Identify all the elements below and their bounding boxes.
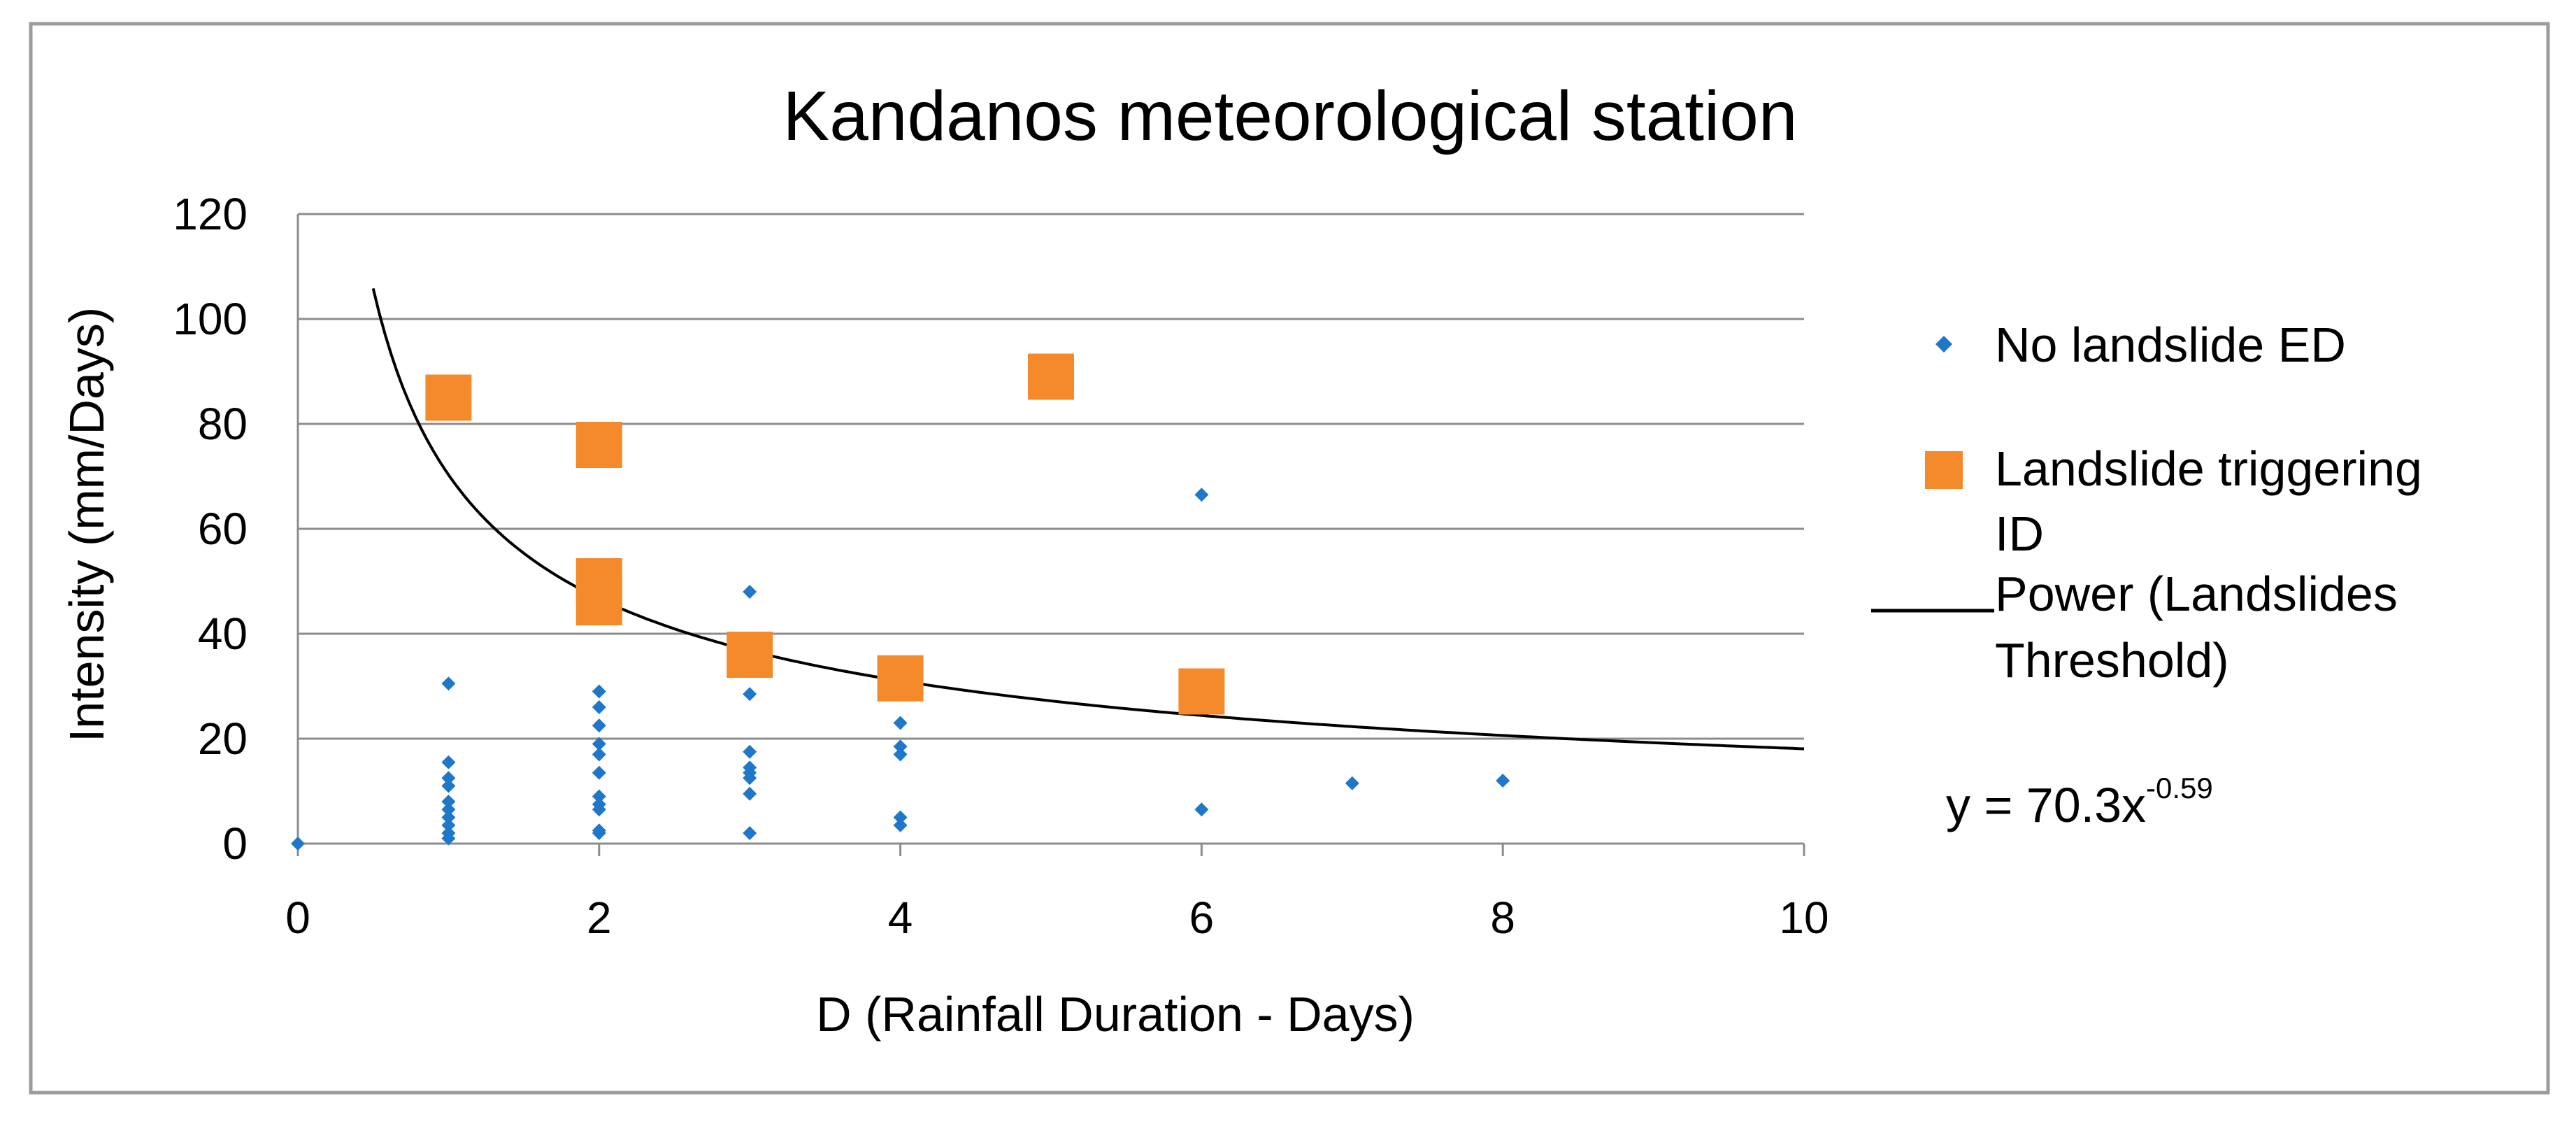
- x-tick-label-4: 4: [888, 893, 913, 943]
- legend: No landslide ED Landslide triggering ID …: [1871, 318, 2422, 688]
- no-landslide-point-23: [743, 687, 757, 702]
- no-landslide-point-5: [441, 795, 456, 809]
- axes: [296, 214, 1805, 856]
- chart-border: [29, 22, 2550, 1095]
- y-tick-label-60: 60: [198, 504, 248, 554]
- no-landslide-point-37: [1345, 776, 1359, 790]
- landslide-point-1: [575, 422, 622, 468]
- no-landslide-point-17: [592, 789, 606, 804]
- legend-marker-square: [1925, 451, 1963, 489]
- no-landslide-point-12: [592, 700, 606, 714]
- x-tick-label-6: 6: [1189, 893, 1215, 943]
- no-landslide-series: [291, 488, 1510, 851]
- no-landslide-point-10: [441, 831, 456, 846]
- no-landslide-point-21: [592, 826, 606, 840]
- landslide-point-5: [877, 655, 924, 702]
- legend-label-threshold-line-1: Power (Landslides: [1995, 567, 2398, 621]
- no-landslide-point-36: [1194, 802, 1209, 817]
- legend-label-threshold-line-2: Threshold): [1995, 633, 2229, 688]
- no-landslide-point-6: [441, 802, 456, 817]
- landslide-series: [425, 353, 1225, 715]
- x-tick-label-2: 2: [587, 893, 612, 943]
- no-landslide-point-2: [441, 755, 456, 769]
- landslide-point-6: [1028, 353, 1074, 400]
- no-landslide-point-3: [441, 771, 456, 786]
- y-tick-label-120: 120: [173, 189, 248, 239]
- legend-label-no-landslide: No landslide ED: [1995, 318, 2346, 372]
- no-landslide-point-34: [893, 818, 908, 832]
- landslide-point-3: [575, 579, 622, 625]
- equation-exponent: -0.59: [2146, 772, 2213, 804]
- no-landslide-point-0: [291, 837, 305, 851]
- no-landslide-point-38: [1496, 774, 1510, 788]
- legend-item-no-landslide: No landslide ED: [1935, 318, 2346, 372]
- no-landslide-point-14: [592, 737, 606, 751]
- y-tick-label-0: 0: [222, 818, 248, 869]
- x-tick-label-0: 0: [285, 893, 310, 943]
- no-landslide-point-31: [893, 739, 908, 754]
- no-landslide-point-35: [1194, 488, 1209, 502]
- legend-label-landslide-line-2: ID: [1995, 506, 2044, 561]
- legend-marker-diamond: [1935, 336, 1952, 353]
- no-landslide-point-15: [592, 747, 606, 762]
- no-landslide-point-4: [441, 779, 456, 793]
- legend-item-landslide: Landslide triggering ID: [1925, 441, 2422, 561]
- legend-item-threshold: Power (Landslides Threshold): [1871, 567, 2398, 688]
- legend-label-landslide-line-1: Landslide triggering: [1995, 441, 2422, 496]
- y-axis-title: Intensity (mm/Days): [59, 307, 114, 742]
- no-landslide-point-11: [592, 684, 606, 699]
- y-tick-label-40: 40: [198, 609, 248, 659]
- no-landslide-point-24: [743, 744, 757, 759]
- landslide-point-0: [425, 374, 472, 421]
- no-landslide-point-30: [893, 716, 908, 730]
- no-landslide-point-27: [743, 771, 757, 786]
- no-landslide-point-1: [441, 676, 456, 691]
- no-landslide-point-28: [743, 786, 757, 801]
- equation-base: y = 70.3x: [1946, 778, 2146, 832]
- x-axis-title: D (Rainfall Duration - Days): [816, 987, 1415, 1042]
- no-landslide-point-16: [592, 765, 606, 780]
- landslide-point-7: [1178, 668, 1225, 715]
- landslide-point-4: [727, 632, 773, 678]
- no-landslide-point-7: [441, 810, 456, 825]
- trendline-equation: y = 70.3x-0.59: [1946, 772, 2213, 832]
- x-tick-label-10: 10: [1779, 893, 1829, 943]
- no-landslide-point-19: [592, 802, 606, 817]
- x-axis-tick-labels: 0 2 4 6 8 10: [285, 893, 1829, 943]
- no-landslide-point-32: [893, 747, 908, 762]
- y-tick-label-80: 80: [198, 399, 248, 449]
- y-tick-label-20: 20: [198, 713, 248, 764]
- y-tick-label-100: 100: [173, 294, 248, 344]
- no-landslide-point-8: [441, 818, 456, 832]
- no-landslide-point-33: [893, 810, 908, 825]
- no-landslide-point-22: [743, 585, 757, 599]
- no-landslide-point-29: [743, 826, 757, 840]
- x-tick-label-8: 8: [1490, 893, 1515, 943]
- y-axis-tick-labels: 0 20 40 60 80 100 120: [173, 189, 248, 869]
- chart-title: Kandanos meteorological station: [783, 77, 1798, 155]
- no-landslide-point-13: [592, 718, 606, 733]
